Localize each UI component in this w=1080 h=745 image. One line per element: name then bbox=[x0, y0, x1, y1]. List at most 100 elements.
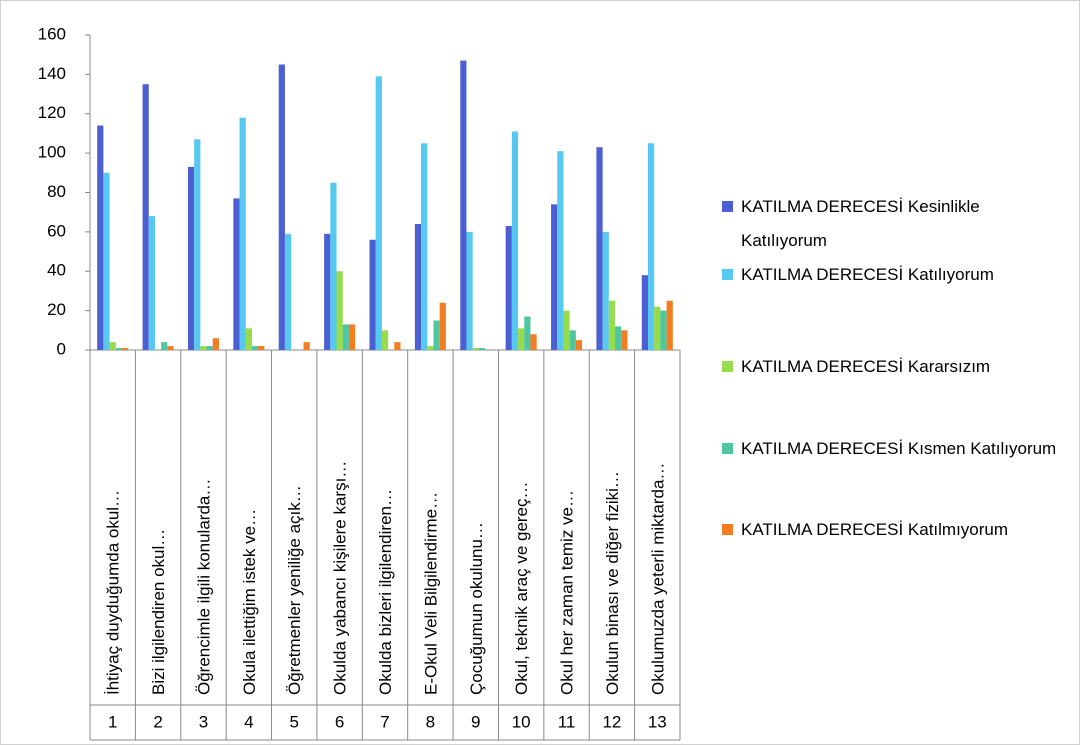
bar bbox=[602, 231, 609, 350]
y-tick-label: 140 bbox=[38, 64, 66, 83]
bar bbox=[608, 300, 616, 350]
bar bbox=[557, 151, 564, 350]
legend-swatch bbox=[722, 361, 733, 372]
bar bbox=[427, 346, 434, 350]
x-tick-label: Okulun binası ve diğer fiziki… bbox=[603, 471, 622, 695]
bar bbox=[433, 320, 440, 350]
legend-item: KATILMA DERECESİ Kısmen Katılıyorum bbox=[722, 432, 1062, 466]
bar bbox=[330, 182, 337, 350]
x-tick-label: Okula ilettiğim istek ve… bbox=[240, 509, 259, 695]
bar bbox=[258, 346, 265, 350]
bar bbox=[245, 328, 252, 350]
bar bbox=[569, 330, 576, 350]
bar bbox=[460, 60, 467, 350]
y-tick-label: 80 bbox=[47, 182, 66, 201]
category-number: 13 bbox=[648, 712, 667, 731]
bar bbox=[115, 348, 122, 350]
category-number: 3 bbox=[199, 712, 208, 731]
bar bbox=[278, 64, 285, 350]
bar bbox=[466, 231, 473, 350]
x-tick-label: Okul her zaman temiz ve… bbox=[558, 490, 577, 695]
bar bbox=[206, 346, 213, 350]
bar bbox=[563, 310, 570, 350]
category-number: 10 bbox=[512, 712, 531, 731]
bar bbox=[194, 139, 201, 350]
legend-label: KATILMA DERECESİ Kısmen Katılıyorum bbox=[741, 439, 1057, 458]
y-tick-label: 100 bbox=[38, 143, 66, 162]
bar bbox=[142, 84, 149, 350]
bar bbox=[148, 216, 155, 350]
bar bbox=[381, 330, 389, 350]
category-number: 1 bbox=[108, 712, 117, 731]
y-tick-label: 40 bbox=[47, 261, 66, 280]
bar bbox=[596, 147, 603, 350]
legend-swatch bbox=[722, 443, 733, 454]
bar bbox=[505, 225, 512, 350]
bar bbox=[472, 348, 479, 350]
category-number: 4 bbox=[244, 712, 253, 731]
y-tick-label: 0 bbox=[57, 339, 66, 358]
bar bbox=[648, 143, 655, 350]
bar bbox=[161, 342, 168, 350]
legend-swatch bbox=[722, 269, 733, 280]
bar bbox=[414, 224, 422, 350]
category-number: 2 bbox=[153, 712, 162, 731]
bar bbox=[524, 316, 531, 350]
bar bbox=[660, 310, 667, 350]
legend-label: KATILMA DERECESİ Katılmıyorum bbox=[741, 520, 1009, 539]
x-tick-label: Çocuğumun okulunu… bbox=[467, 522, 486, 695]
bar bbox=[394, 342, 401, 350]
bar bbox=[303, 342, 310, 350]
bar bbox=[575, 340, 583, 350]
bar bbox=[530, 334, 537, 350]
category-number: 9 bbox=[471, 712, 480, 731]
x-tick-label: Öğretmenler yeniliğe açık… bbox=[285, 485, 304, 695]
bar bbox=[212, 338, 219, 350]
category-number: 7 bbox=[380, 712, 389, 731]
legend-item: KATILMA DERECESİ Kararsızım bbox=[722, 350, 1062, 384]
category-number: 6 bbox=[335, 712, 344, 731]
category-number: 5 bbox=[289, 712, 298, 731]
bar bbox=[641, 275, 649, 350]
x-tick-label: Okulda yabancı kişilere karşı… bbox=[331, 461, 350, 695]
y-tick-label: 160 bbox=[38, 24, 66, 43]
y-tick-label: 60 bbox=[47, 221, 66, 240]
bar bbox=[518, 328, 525, 350]
category-number: 12 bbox=[602, 712, 621, 731]
legend-item: KATILMA DERECESİ Katılmıyorum bbox=[722, 513, 1062, 547]
bar bbox=[615, 326, 622, 350]
bar bbox=[551, 204, 558, 350]
bar bbox=[511, 131, 519, 350]
bar bbox=[439, 302, 446, 350]
bar bbox=[621, 330, 628, 350]
x-tick-label: Okulumuzda yeterli miktarda… bbox=[648, 463, 667, 695]
x-tick-label: İhtiyaç duyduğumda okul… bbox=[104, 490, 123, 695]
bar bbox=[239, 117, 246, 350]
bar bbox=[342, 324, 349, 350]
bar bbox=[478, 348, 486, 350]
bar bbox=[375, 76, 382, 350]
legend-item: KATILMA DERECESİ Katılıyorum bbox=[722, 258, 1062, 292]
x-tick-label: Okulda bizleri ilgilendiren… bbox=[376, 489, 395, 695]
bar bbox=[121, 348, 129, 350]
legend-label: KATILMA DERECESİ Kararsızım bbox=[741, 357, 991, 376]
bar bbox=[654, 306, 661, 350]
bar bbox=[251, 346, 259, 350]
bar bbox=[103, 172, 110, 350]
x-tick-label: Okul, teknik araç ve gereç… bbox=[512, 481, 531, 695]
y-tick-label: 120 bbox=[38, 103, 66, 122]
x-tick-label: Öğrencimle ilgili konularda… bbox=[194, 479, 213, 695]
bar bbox=[284, 233, 292, 350]
bar bbox=[167, 346, 174, 350]
legend-label: KATILMA DERECESİ Kesinlikle Katılıyorum bbox=[741, 197, 980, 250]
y-tick-label: 20 bbox=[47, 300, 66, 319]
legend-item: KATILMA DERECESİ Kesinlikle Katılıyorum bbox=[722, 190, 1062, 258]
bar bbox=[666, 300, 673, 350]
bar bbox=[336, 271, 343, 350]
x-tick-label: E-Okul Veli Bilgilendirme… bbox=[421, 492, 440, 695]
bar bbox=[109, 342, 116, 350]
legend-label: KATILMA DERECESİ Katılıyorum bbox=[741, 265, 994, 284]
bar bbox=[233, 198, 240, 350]
